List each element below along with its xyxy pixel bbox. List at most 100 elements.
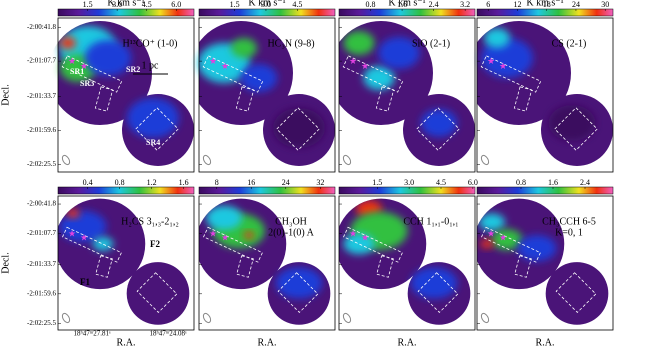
emission	[127, 98, 179, 138]
emission	[378, 37, 420, 69]
colorbar-tick-label: 2.4	[429, 0, 439, 9]
star: ★	[487, 228, 495, 238]
emission	[484, 28, 510, 48]
star: ★	[499, 61, 507, 71]
y-tick-label: -2:00:41.8	[27, 200, 56, 208]
star: ★	[349, 228, 357, 238]
region	[481, 226, 541, 263]
colorbar-tick-label: 0.8	[516, 178, 526, 187]
y-tick-label: -2:01:33.7	[27, 260, 56, 268]
colorbar	[476, 186, 614, 195]
emission	[243, 231, 255, 239]
region	[277, 272, 319, 313]
panel-title: H₂CS 3₁,₃-2₁,₂	[121, 216, 179, 227]
beam	[480, 312, 490, 324]
emission	[60, 37, 76, 49]
colorbar-tick-label: 1.6	[397, 0, 407, 9]
beam	[342, 154, 352, 166]
emission	[273, 108, 325, 148]
y-tick-label: -2:01:59.6	[27, 289, 56, 297]
panel-title: CCH 1₁,₁-0₁,₁	[403, 216, 458, 227]
emission	[410, 267, 458, 299]
colorbar-tick-label: 1.6	[548, 178, 558, 187]
colorbar	[57, 8, 195, 17]
star: ★	[487, 56, 495, 66]
colorbar-tick-label: 8	[215, 178, 219, 187]
emission	[420, 109, 458, 137]
beam	[61, 154, 71, 166]
colorbar-tick-label: 16	[247, 178, 255, 187]
colorbar-tick-label: 1.5	[83, 0, 93, 9]
star: ★	[499, 233, 507, 243]
colorbar	[476, 8, 614, 17]
star: ★	[68, 56, 76, 66]
x-axis-label: R.A.	[398, 337, 417, 348]
region	[514, 255, 532, 278]
emission	[205, 205, 243, 230]
scale-bar-label: 1 pc	[142, 60, 160, 71]
colorbar-unit: K km s⁻¹	[107, 0, 144, 8]
map-frame	[198, 195, 336, 331]
colorbar-tick-label: 6	[486, 0, 490, 9]
map-frame	[476, 195, 614, 331]
star: ★	[68, 228, 76, 238]
star: ★	[80, 233, 88, 243]
x-axis-label: R.A.	[536, 337, 555, 348]
colorbar-unit: K km s⁻¹	[248, 0, 285, 8]
map-frame	[57, 195, 195, 331]
emission	[481, 38, 533, 78]
colorbar-tick-label: 4.5	[142, 0, 152, 9]
colorbar-tick-label: 3.2	[460, 0, 470, 9]
beam	[202, 154, 212, 166]
colorbar-tick-label: 6.0	[171, 0, 181, 9]
emission	[84, 40, 132, 76]
region-label: F1	[80, 277, 90, 287]
colorbar-tick-label: 0.4	[83, 178, 93, 187]
region-label: SR3	[80, 79, 94, 88]
y-tick-label: -2:01:59.6	[27, 126, 56, 134]
region	[94, 86, 114, 112]
map-frame	[338, 17, 476, 173]
map-frame	[338, 195, 476, 331]
colorbar	[198, 8, 336, 17]
star: ★	[209, 228, 217, 238]
region	[135, 107, 179, 151]
colorbar-tick-label: 2.4	[580, 178, 590, 187]
panel-title: K=0, 1	[555, 227, 583, 238]
region	[276, 107, 320, 151]
panel-title: CH₃CCH 6-5	[542, 216, 596, 227]
colorbar-tick-label: 1.6	[179, 178, 189, 187]
panel-title: HC₃N (9-8)	[267, 38, 314, 49]
star: ★	[209, 56, 217, 66]
panel-title: 2(0)-1(0) A	[268, 227, 315, 238]
y-tick-label: -2:02:25.5	[27, 160, 56, 168]
emission	[479, 213, 505, 231]
colorbar-tick-label: 4.5	[292, 0, 302, 9]
x-tick-label: 18ʰ47ᵐ24.08ˢ	[150, 330, 187, 338]
map-frame	[57, 17, 195, 173]
colorbar-unit: K km s⁻¹	[388, 0, 425, 8]
x-axis-label: R.A.	[258, 337, 277, 348]
star: ★	[221, 233, 229, 243]
colorbar	[338, 8, 476, 17]
panel-title: CH₃OH	[275, 216, 307, 227]
region-label: SR1	[70, 67, 84, 76]
y-tick-label: -2:02:25.5	[27, 319, 56, 327]
region	[202, 55, 264, 93]
colorbar	[57, 186, 195, 195]
emission	[92, 236, 114, 251]
colorbar-tick-label: 6.0	[468, 178, 478, 187]
map-frame	[476, 17, 614, 173]
y-axis-label: Decl.	[0, 252, 11, 273]
region-label: F2	[150, 239, 160, 249]
colorbar-tick-label: 1.5	[372, 178, 382, 187]
emission	[343, 31, 375, 55]
panel-title: H¹³CO⁺ (1-0)	[123, 38, 178, 49]
y-tick-label: -2:01:07.7	[27, 57, 56, 65]
star: ★	[80, 61, 88, 71]
region	[480, 55, 542, 93]
emission	[548, 105, 596, 141]
region	[555, 272, 597, 313]
region	[342, 55, 404, 93]
colorbar-tick-label: 4.5	[436, 178, 446, 187]
